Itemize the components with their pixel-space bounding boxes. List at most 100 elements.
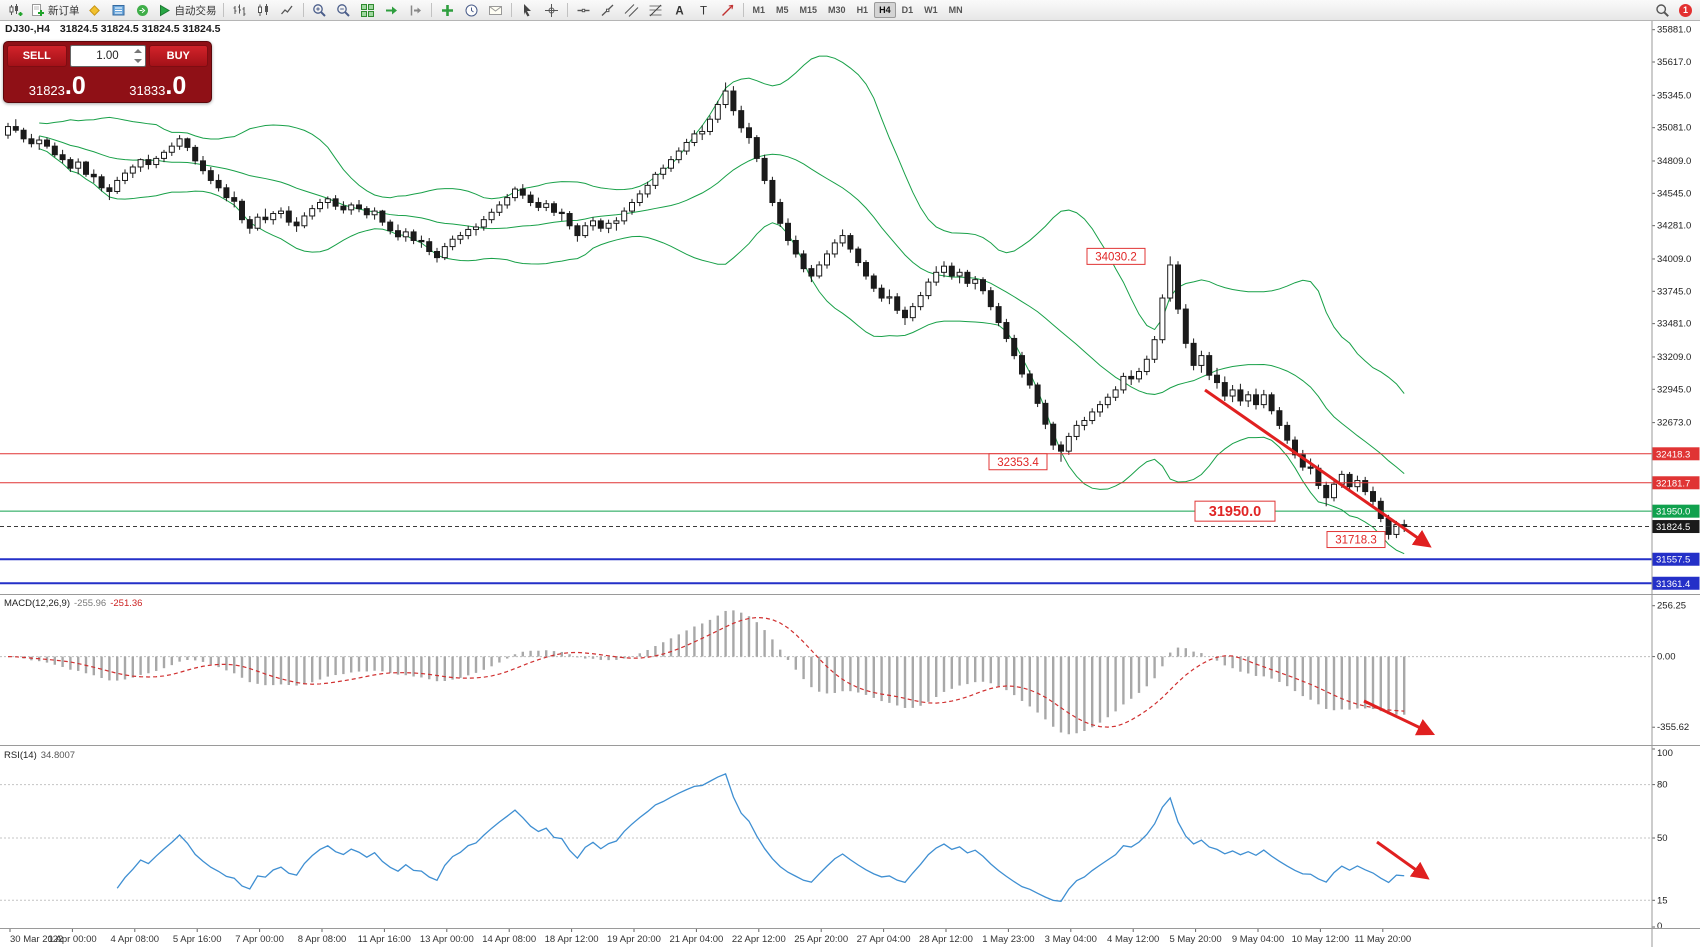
timeframe-m30-button[interactable]: M30 [828, 5, 846, 15]
channel-button[interactable] [620, 1, 643, 19]
bar-chart-mode-button[interactable] [228, 1, 251, 19]
timeframe-h4-button[interactable]: H4 [874, 2, 896, 18]
zoom-out-button[interactable] [332, 1, 355, 19]
sell-button[interactable]: SELL [7, 45, 67, 67]
trend-arrow[interactable] [1363, 699, 1436, 736]
candle [36, 139, 43, 145]
candle [886, 296, 893, 299]
macd-axis-label: -355.62 [1657, 722, 1689, 733]
price-axis-label: 32945.0 [1657, 384, 1691, 395]
time-axis-label: 4 May 12:00 [1107, 934, 1159, 945]
candle [1182, 308, 1189, 344]
bollinger-middle-band [39, 135, 1405, 474]
tile-windows-button[interactable] [356, 1, 379, 19]
candle [1159, 297, 1166, 341]
chart-title: DJ30-,H4 31824.5 31824.5 31824.5 31824.5 [5, 23, 220, 35]
horizontal-line-button[interactable] [572, 1, 595, 19]
candles-icon [257, 3, 268, 16]
price-axis-label: 35081.0 [1657, 123, 1691, 134]
rsi-indicator-label: RSI(14) 34.8007 [4, 750, 75, 761]
tile-icon [360, 3, 374, 17]
timeframe-w1-button[interactable]: W1 [924, 5, 938, 15]
bollinger-lower-band [39, 148, 1405, 555]
new-chart-button[interactable] [4, 1, 27, 19]
candle [574, 225, 581, 237]
candle [1136, 371, 1142, 380]
timeframe-d1-button[interactable]: D1 [901, 5, 914, 15]
zoom-in-button[interactable] [308, 1, 331, 19]
candle [551, 203, 557, 213]
timeframe-m5-button[interactable]: M5 [776, 5, 789, 15]
indicators-button[interactable] [436, 1, 459, 19]
candle [527, 194, 534, 204]
candle [668, 159, 674, 169]
candle [1206, 355, 1213, 376]
candle [1143, 358, 1150, 373]
text-button[interactable]: A [668, 1, 691, 19]
autotrading-button[interactable]: 自动交易 [155, 1, 219, 19]
volume-up-icon[interactable] [134, 49, 142, 53]
auto-scroll-button[interactable] [380, 1, 403, 19]
candle [1190, 342, 1197, 366]
candle [402, 231, 409, 238]
candle [933, 271, 940, 283]
price-callout[interactable] [988, 453, 1048, 471]
candlestick-mode-button[interactable] [252, 1, 275, 19]
candle [1058, 444, 1064, 452]
buy-button[interactable]: BUY [148, 45, 208, 67]
volume-down-icon[interactable] [134, 59, 142, 63]
text-a-icon: A [675, 5, 683, 17]
candle [20, 129, 27, 140]
cursor-button[interactable] [516, 1, 539, 19]
candle [941, 265, 947, 273]
trend-arrow[interactable] [1204, 388, 1432, 548]
candle [1104, 396, 1111, 406]
candle [348, 204, 355, 211]
alerts-button[interactable] [131, 1, 154, 19]
label-button[interactable]: T [692, 1, 715, 19]
trend-arrow[interactable] [1376, 840, 1430, 880]
price-callout[interactable] [1086, 247, 1146, 265]
templates-button[interactable] [484, 1, 507, 19]
candle [28, 138, 35, 145]
volume-input[interactable]: 1.00 [69, 45, 146, 67]
book-blue-icon [112, 4, 124, 15]
timeframe-h1-button[interactable]: H1 [856, 5, 869, 15]
notification-badge[interactable]: 1 [1679, 3, 1692, 17]
candle [98, 176, 105, 189]
timeframe-mn-button[interactable]: MN [948, 5, 963, 15]
price-level-axis-label [1652, 476, 1700, 490]
line-chart-mode-button[interactable] [276, 1, 299, 19]
timeframe-m1-button[interactable]: M1 [752, 5, 766, 15]
trendline-button[interactable] [596, 1, 619, 19]
candle [621, 210, 628, 222]
chart-shift-button[interactable] [404, 1, 427, 19]
candle [153, 157, 160, 166]
price-callout[interactable] [1194, 500, 1276, 522]
candle [1019, 355, 1025, 375]
fibonacci-button[interactable] [644, 1, 667, 19]
time-axis-label: 9 May 04:00 [1232, 934, 1284, 945]
envelope-icon [488, 5, 502, 15]
arrows-button[interactable] [716, 1, 739, 19]
history-center-button[interactable] [83, 1, 106, 19]
candle [535, 202, 542, 208]
candle [356, 204, 362, 210]
new-order-button[interactable]: 新订单 [28, 1, 82, 19]
buy-price[interactable]: 31833.0 [108, 69, 209, 99]
periods-button[interactable] [460, 1, 483, 19]
volume-spinner[interactable] [133, 47, 144, 65]
time-axis-label: 1 Apr 00:00 [48, 934, 97, 945]
search-button[interactable] [1651, 1, 1674, 19]
price-callout[interactable] [1326, 531, 1386, 549]
crosshair-button[interactable] [540, 1, 563, 19]
candle [636, 193, 643, 204]
price-level-axis-label [1652, 552, 1700, 566]
market-watch-button[interactable] [107, 1, 130, 19]
timeframe-m15-button[interactable]: M15 [799, 5, 818, 15]
candle [90, 173, 97, 178]
candle [644, 184, 651, 195]
candle [699, 130, 706, 135]
sell-price[interactable]: 31823.0 [7, 69, 108, 99]
